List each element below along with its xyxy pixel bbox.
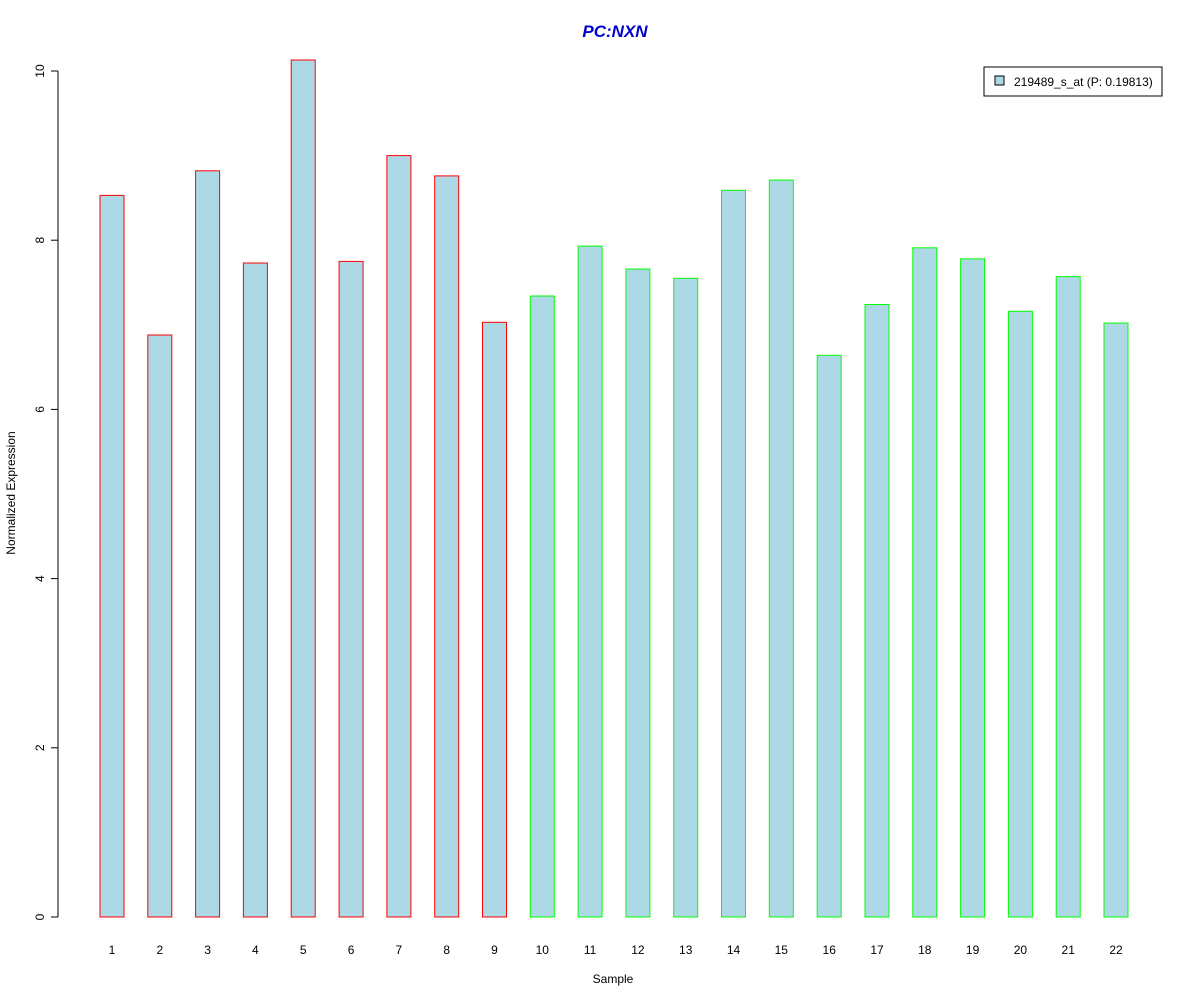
x-tick-labels: 1 2 3 4 5 6 7 8 9 10 11 12 13 14 15 16 17 18 19 20 21 22 <box>109 943 1123 957</box>
x-tick-label: 7 <box>396 943 403 957</box>
bar-sample-2 <box>147 334 173 918</box>
bar-sample-6 <box>338 260 364 918</box>
bar-sample-7 <box>386 155 412 918</box>
bar-sample-3 <box>195 170 221 918</box>
y-tick-label: 2 <box>33 744 47 751</box>
bar-sample-14 <box>721 189 746 918</box>
x-tick-label: 6 <box>348 943 355 957</box>
bar-sample-4 <box>242 262 268 918</box>
x-tick-label: 17 <box>870 943 884 957</box>
x-tick-label: 11 <box>584 943 597 957</box>
chart-title: PC:NXN <box>582 22 648 41</box>
x-tick-label: 13 <box>679 943 693 957</box>
legend-box <box>983 66 1163 97</box>
bar-sample-13 <box>673 277 699 918</box>
bar-sample-1 <box>99 194 125 918</box>
x-tick-label: 12 <box>631 943 645 957</box>
x-tick-label: 21 <box>1062 943 1076 957</box>
x-tick-label: 16 <box>823 943 837 957</box>
x-tick-label: 8 <box>443 943 450 957</box>
bar-sample-9 <box>482 321 507 918</box>
x-tick-label: 5 <box>300 943 307 957</box>
legend-swatch <box>994 75 1005 86</box>
bar-sample-22 <box>1103 322 1129 918</box>
y-tick-label: 0 <box>33 913 47 920</box>
y-tick-label: 8 <box>33 237 47 244</box>
y-axis: 0 2 4 6 8 10 <box>33 64 59 920</box>
x-tick-label: 20 <box>1014 943 1028 957</box>
x-tick-label: 9 <box>491 943 498 957</box>
x-tick-label: 4 <box>252 943 259 957</box>
x-tick-label: 14 <box>727 943 741 957</box>
x-tick-label: 15 <box>775 943 789 957</box>
bar-sample-16 <box>816 354 842 918</box>
x-tick-label: 1 <box>109 943 116 957</box>
bar-sample-10 <box>529 295 555 918</box>
x-tick-label: 2 <box>156 943 163 957</box>
bar-sample-12 <box>625 268 651 918</box>
bar-sample-18 <box>912 247 938 918</box>
x-tick-label: 22 <box>1109 943 1123 957</box>
bar-sample-17 <box>864 304 890 918</box>
y-tick-label: 4 <box>33 575 47 582</box>
y-axis-label: Normalized Expression <box>4 431 18 554</box>
legend: 219489_s_at (P: 0.19813) <box>983 66 1163 97</box>
bar-sample-20 <box>1007 310 1033 918</box>
x-tick-label: 18 <box>918 943 932 957</box>
bar-sample-15 <box>768 179 794 918</box>
legend-label: 219489_s_at (P: 0.19813) <box>1014 75 1153 89</box>
x-tick-label: 19 <box>966 943 980 957</box>
y-tick-label: 6 <box>33 406 47 413</box>
bar-sample-21 <box>1055 276 1081 918</box>
x-tick-label: 3 <box>204 943 211 957</box>
bars <box>99 59 1129 918</box>
x-axis-label: Sample <box>593 972 634 986</box>
bar-sample-11 <box>577 245 603 918</box>
x-tick-label: 10 <box>536 943 550 957</box>
bar-sample-8 <box>434 175 460 918</box>
bar-sample-5 <box>290 59 316 918</box>
y-tick-label: 10 <box>33 64 47 78</box>
bar-sample-19 <box>960 258 986 918</box>
